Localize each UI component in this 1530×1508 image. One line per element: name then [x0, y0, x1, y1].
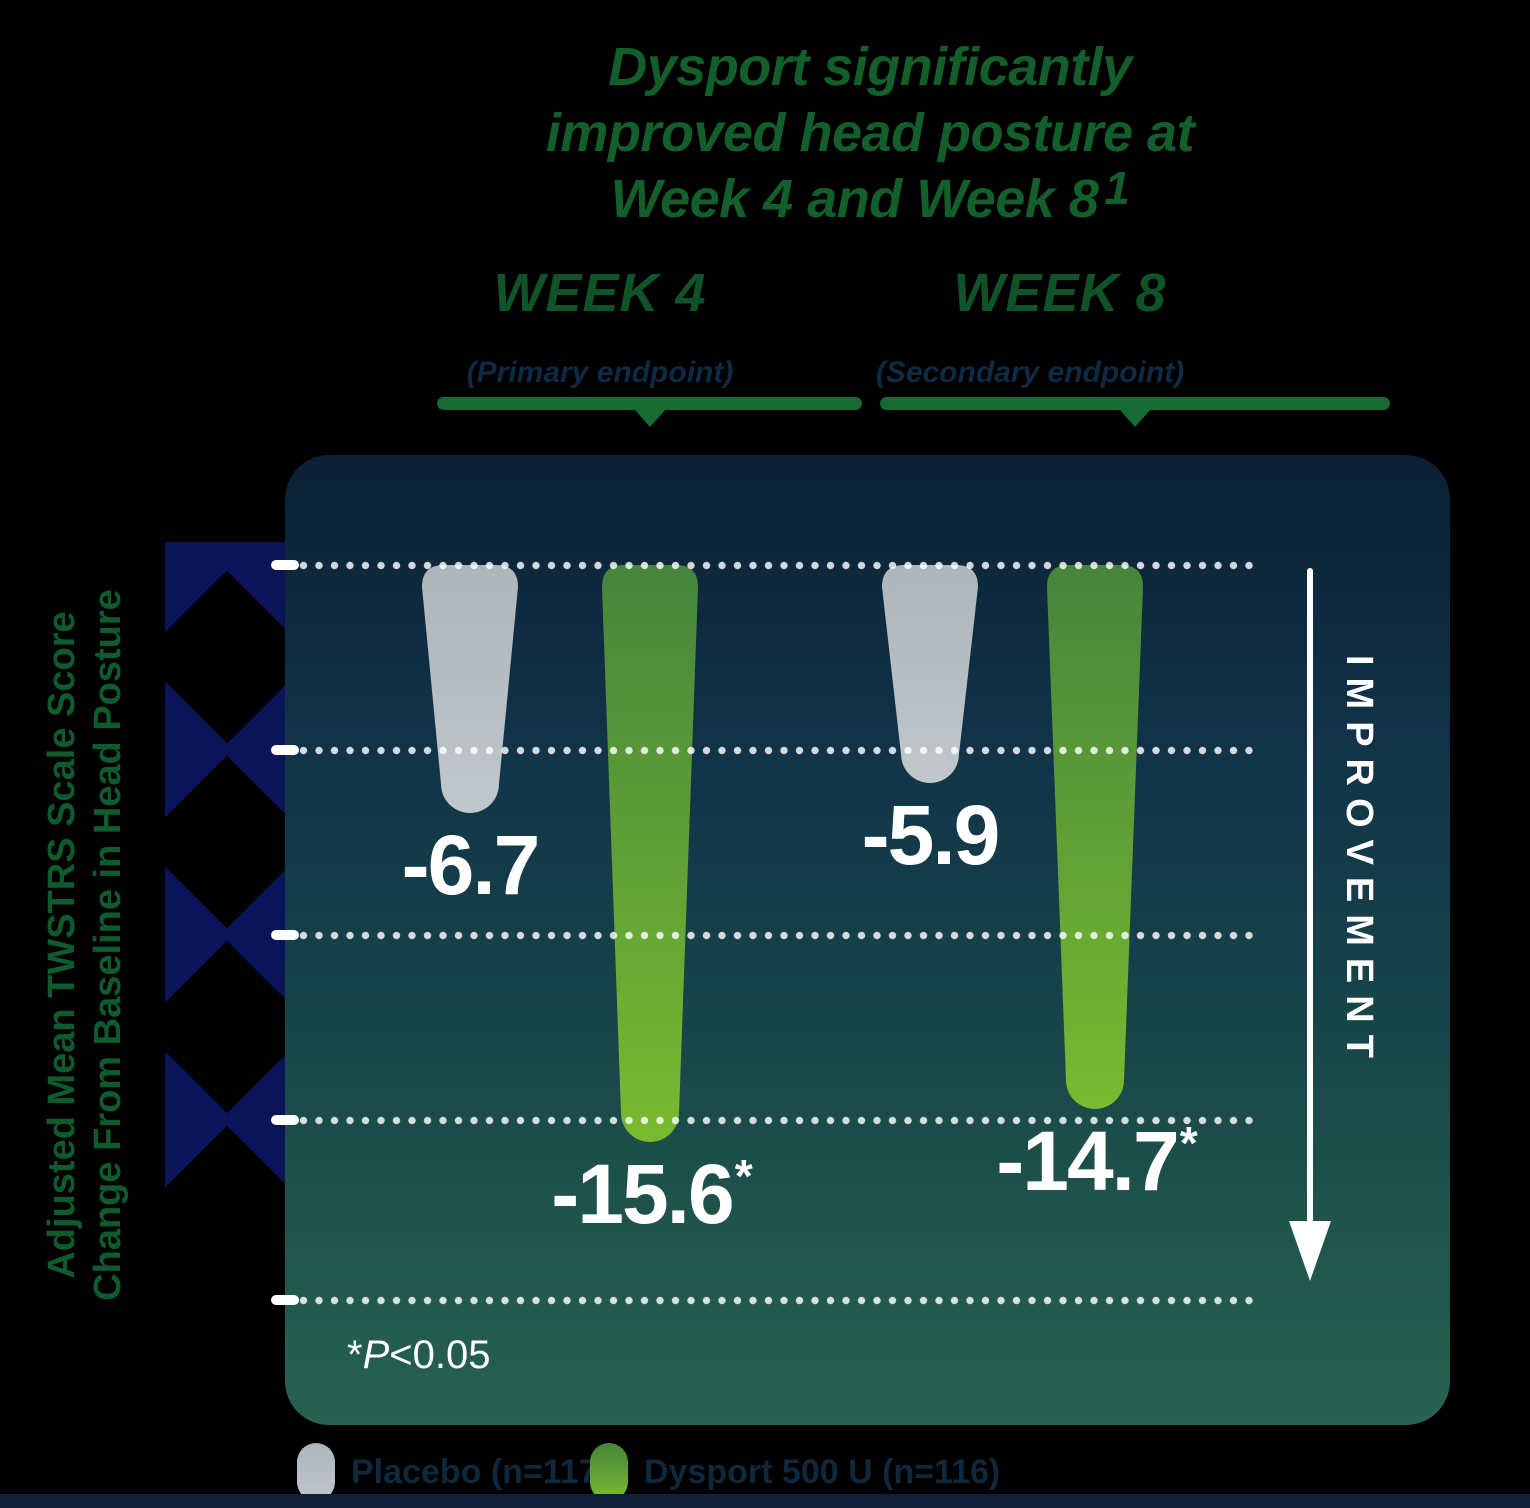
gridline-0 — [299, 561, 1259, 570]
week-8-header: WEEK 8 — [953, 263, 1167, 323]
decorative-mask — [165, 1228, 287, 1258]
week-4-header: WEEK 4 — [493, 263, 707, 323]
chart-title-line-2: improved head posture at — [545, 103, 1195, 163]
significance-asterisk: * — [734, 1150, 753, 1202]
reference-superscript: 1 — [1104, 162, 1130, 215]
gridline--15 — [299, 1116, 1259, 1125]
value-label--14-7: -14.7* — [996, 1114, 1198, 1208]
significance-footnote: *P<0.05 — [347, 1333, 491, 1377]
chart-title-line-1: Dysport significantly — [608, 37, 1132, 97]
y-axis-label-line-2: Change From Baseline in Head Posture — [87, 589, 129, 1301]
gridline--20 — [299, 1296, 1259, 1305]
week-4-subtitle: (Primary endpoint) — [466, 356, 734, 389]
placebo-bar-week-8 — [882, 565, 978, 783]
tick-mark-0 — [271, 560, 299, 570]
tick-mark--10 — [271, 930, 299, 940]
value-label--6-7: -6.7 — [401, 818, 541, 912]
improvement-arrow-head-icon — [1289, 1221, 1331, 1281]
dysport-bar-week-4 — [602, 565, 698, 1142]
chart-panel: -6.7 -15.6* -5.9 -14.7* IMPROVEMENT *P<0.05 — [271, 455, 1450, 1425]
value-label--5-9: -5.9 — [861, 788, 1001, 882]
gridline--10 — [299, 931, 1259, 940]
week-8-subtitle: (Secondary endpoint) — [875, 356, 1185, 389]
placebo-swatch-icon — [297, 1443, 335, 1501]
legend-item-dysport: Dysport 500 U (n=116) — [590, 1443, 1000, 1501]
chart-title: Dysport significantly improved head post… — [390, 34, 1350, 234]
legend-item-placebo: Placebo (n=117) — [297, 1443, 609, 1501]
week-8-brace — [880, 397, 1390, 431]
week-4-brace — [437, 397, 862, 431]
bars-layer — [285, 455, 1450, 1425]
significance-asterisk: * — [1179, 1117, 1198, 1169]
legend-label-placebo: Placebo (n=117) — [351, 1452, 609, 1491]
y-axis-label-line-1: Adjusted Mean TWSTRS Scale Score — [41, 611, 83, 1279]
placebo-bar-week-4 — [422, 565, 518, 813]
decorative-mask — [165, 478, 287, 542]
tick-mark--5 — [271, 745, 299, 755]
y-axis-label: Adjusted Mean TWSTRS Scale Score Change … — [39, 565, 131, 1325]
legend-label-dysport: Dysport 500 U (n=116) — [644, 1452, 1001, 1491]
bottom-border-bar — [0, 1494, 1530, 1508]
dysport-swatch-icon — [590, 1443, 628, 1501]
tick-mark--15 — [271, 1115, 299, 1125]
dysport-bar-week-8 — [1047, 565, 1143, 1109]
tick-mark--20 — [271, 1295, 299, 1305]
improvement-label: IMPROVEMENT — [1338, 655, 1380, 1070]
gridline--5 — [299, 746, 1259, 755]
value-label--15-6: -15.6* — [551, 1147, 753, 1241]
improvement-arrow-line — [1307, 568, 1313, 1223]
